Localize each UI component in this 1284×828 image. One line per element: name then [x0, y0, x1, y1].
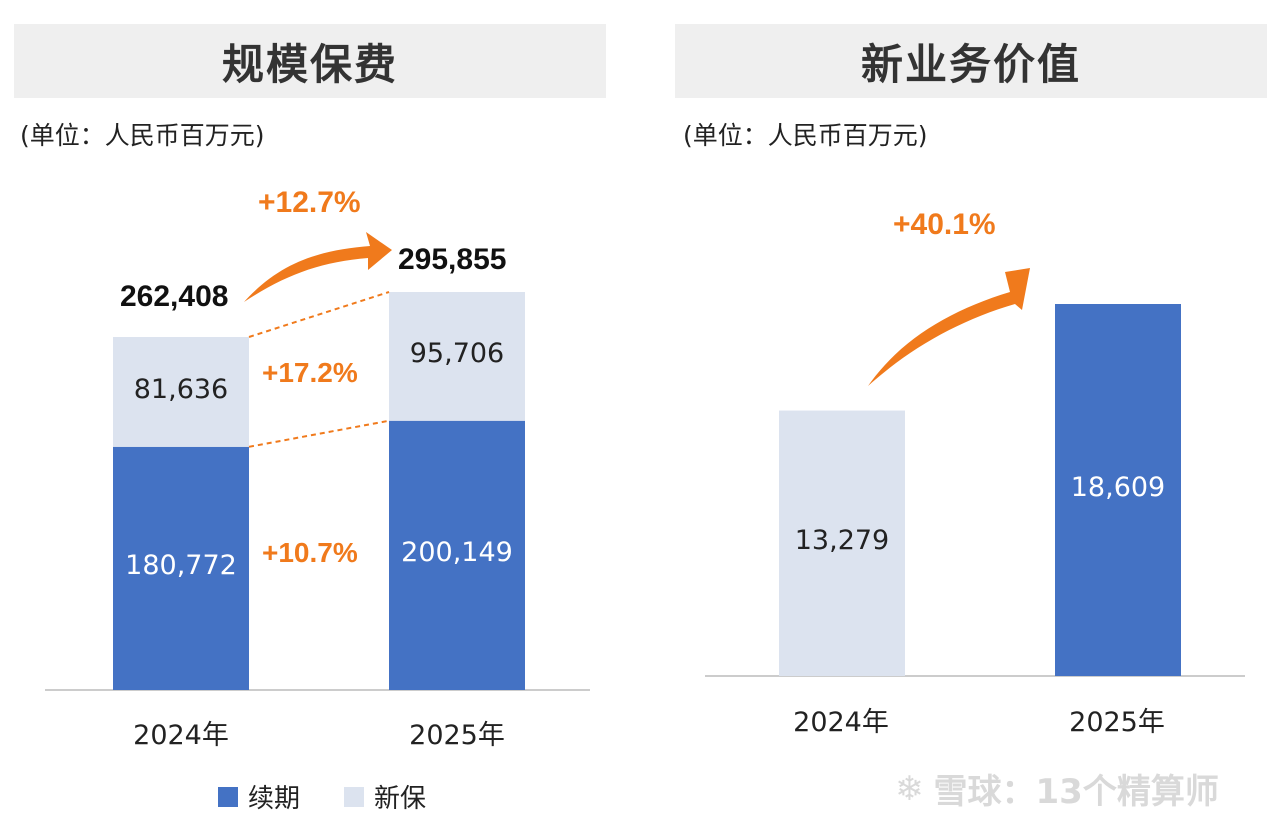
bar-renewal-2024	[113, 446, 249, 690]
left-growth-total: +12.7%	[258, 186, 361, 219]
right-panel-title: 新业务价值	[675, 24, 1267, 98]
legend-swatch-renewal	[218, 786, 238, 807]
snowball-logo-icon: ❄	[895, 768, 924, 809]
bar-nbv-2024	[779, 410, 905, 676]
legend: 续期 新保	[218, 778, 426, 815]
dashed-connector-total	[248, 291, 390, 338]
right-xtick-2024: 2024年	[793, 707, 889, 738]
bar-renewal-2025	[389, 420, 525, 690]
bar-nbv-2025	[1055, 304, 1181, 676]
bar-new-2024	[113, 337, 249, 447]
legend-label-new: 新保	[374, 784, 427, 814]
right-unit-label: (单位：人民币百万元)	[683, 121, 928, 150]
left-xtick-2025: 2025年	[409, 720, 505, 751]
total-label-2024: 262,408	[120, 280, 229, 313]
left-xtick-2024: 2024年	[133, 720, 229, 751]
label-nbv-2025: 18,609	[1070, 472, 1166, 503]
label-new-2025: 95,706	[409, 338, 505, 370]
right-growth: +40.1%	[893, 208, 996, 241]
legend-swatch-new	[344, 786, 365, 807]
label-renewal-2024: 180,772	[125, 550, 237, 582]
legend-label-renewal: 续期	[248, 784, 301, 814]
left-growth-new: +17.2%	[262, 357, 358, 388]
left-panel-title: 规模保费	[14, 24, 606, 98]
watermark-text: 雪球：13个精算师	[933, 772, 1219, 812]
label-nbv-2024: 13,279	[794, 525, 890, 557]
bar-new-2025	[389, 292, 525, 421]
left-growth-arrow	[244, 232, 392, 302]
total-label-2025: 295,855	[398, 243, 507, 276]
right-xtick-2025: 2025年	[1069, 707, 1165, 738]
right-growth-arrow	[868, 268, 1030, 386]
left-unit-label: (单位：人民币百万元)	[20, 121, 265, 150]
dashed-connector-renewal	[248, 419, 390, 448]
label-renewal-2025: 200,149	[401, 537, 513, 569]
watermark: ❄ 雪球：13个精算师	[895, 764, 1219, 813]
label-new-2024: 81,636	[133, 373, 229, 405]
left-growth-renewal: +10.7%	[262, 537, 358, 568]
